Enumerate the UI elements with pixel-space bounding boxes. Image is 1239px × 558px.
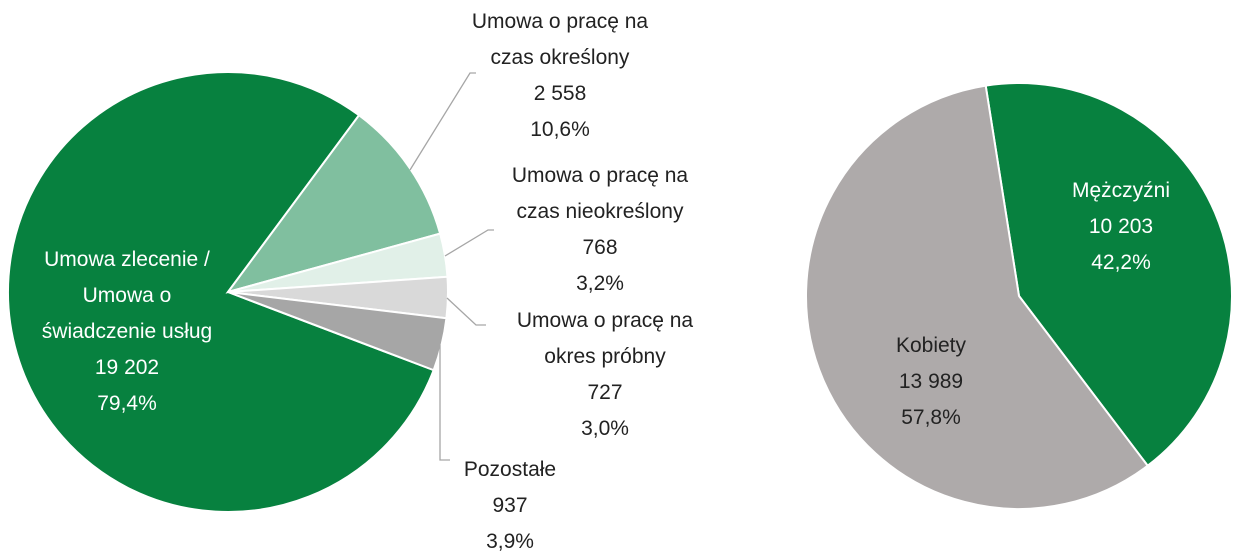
leader-line <box>409 72 476 171</box>
pie-slice <box>227 291 448 372</box>
value-label: 2 558 <box>533 82 587 105</box>
category-label: Pozostałe <box>463 458 557 481</box>
pie-slice <box>984 82 1233 468</box>
percentage-label: 79,4% <box>97 392 157 415</box>
slice-label: Mężczyźni 10 203 42,2% <box>1021 173 1221 281</box>
percentage-label: 10,6% <box>530 118 590 141</box>
percentage-label: 3,2% <box>576 272 624 295</box>
slice-label: Umowa o pracę na czas określony 2 558 10,6… <box>460 4 660 148</box>
slice-label: Kobiety 13 989 57,8% <box>831 328 1031 436</box>
percentage-label: 3,0% <box>581 417 629 440</box>
value-label: 937 <box>492 494 528 517</box>
value-label: 19 202 <box>94 356 160 379</box>
slice-label: Umowa o pracę na okres próbny 727 3,0% <box>505 303 705 447</box>
leader-line <box>439 345 450 461</box>
category-label: Umowa zlecenie / Umowa o świadczenie usł… <box>41 248 213 343</box>
category-label: Mężczyźni <box>1071 179 1171 202</box>
pie-slice <box>7 71 435 513</box>
percentage-label: 42,2% <box>1091 251 1151 274</box>
value-label: 13 989 <box>898 370 964 393</box>
leader-line <box>444 229 494 257</box>
pie-slice <box>805 84 1150 510</box>
percentage-label: 57,8% <box>901 406 961 429</box>
category-label: Kobiety <box>895 334 967 357</box>
percentage-label: 3,9% <box>486 530 534 553</box>
pie <box>7 71 449 513</box>
category-label: Umowa o pracę na okres próbny <box>516 309 694 368</box>
leader-lines <box>409 72 494 461</box>
pie <box>805 82 1233 510</box>
value-label: 10 203 <box>1088 215 1154 238</box>
slice-label: Umowa o pracę na czas nieokreślony 768 3,2… <box>500 158 700 302</box>
slice-label: Umowa zlecenie / Umowa o świadczenie usł… <box>27 242 227 422</box>
slice-label: Pozostałe 937 3,9% <box>410 452 610 558</box>
category-label: Umowa o pracę na czas nieokreślony <box>511 164 689 223</box>
value-label: 768 <box>582 236 618 259</box>
category-label: Umowa o pracę na czas określony <box>471 10 649 69</box>
leader-line <box>446 297 486 326</box>
value-label: 727 <box>587 381 623 404</box>
